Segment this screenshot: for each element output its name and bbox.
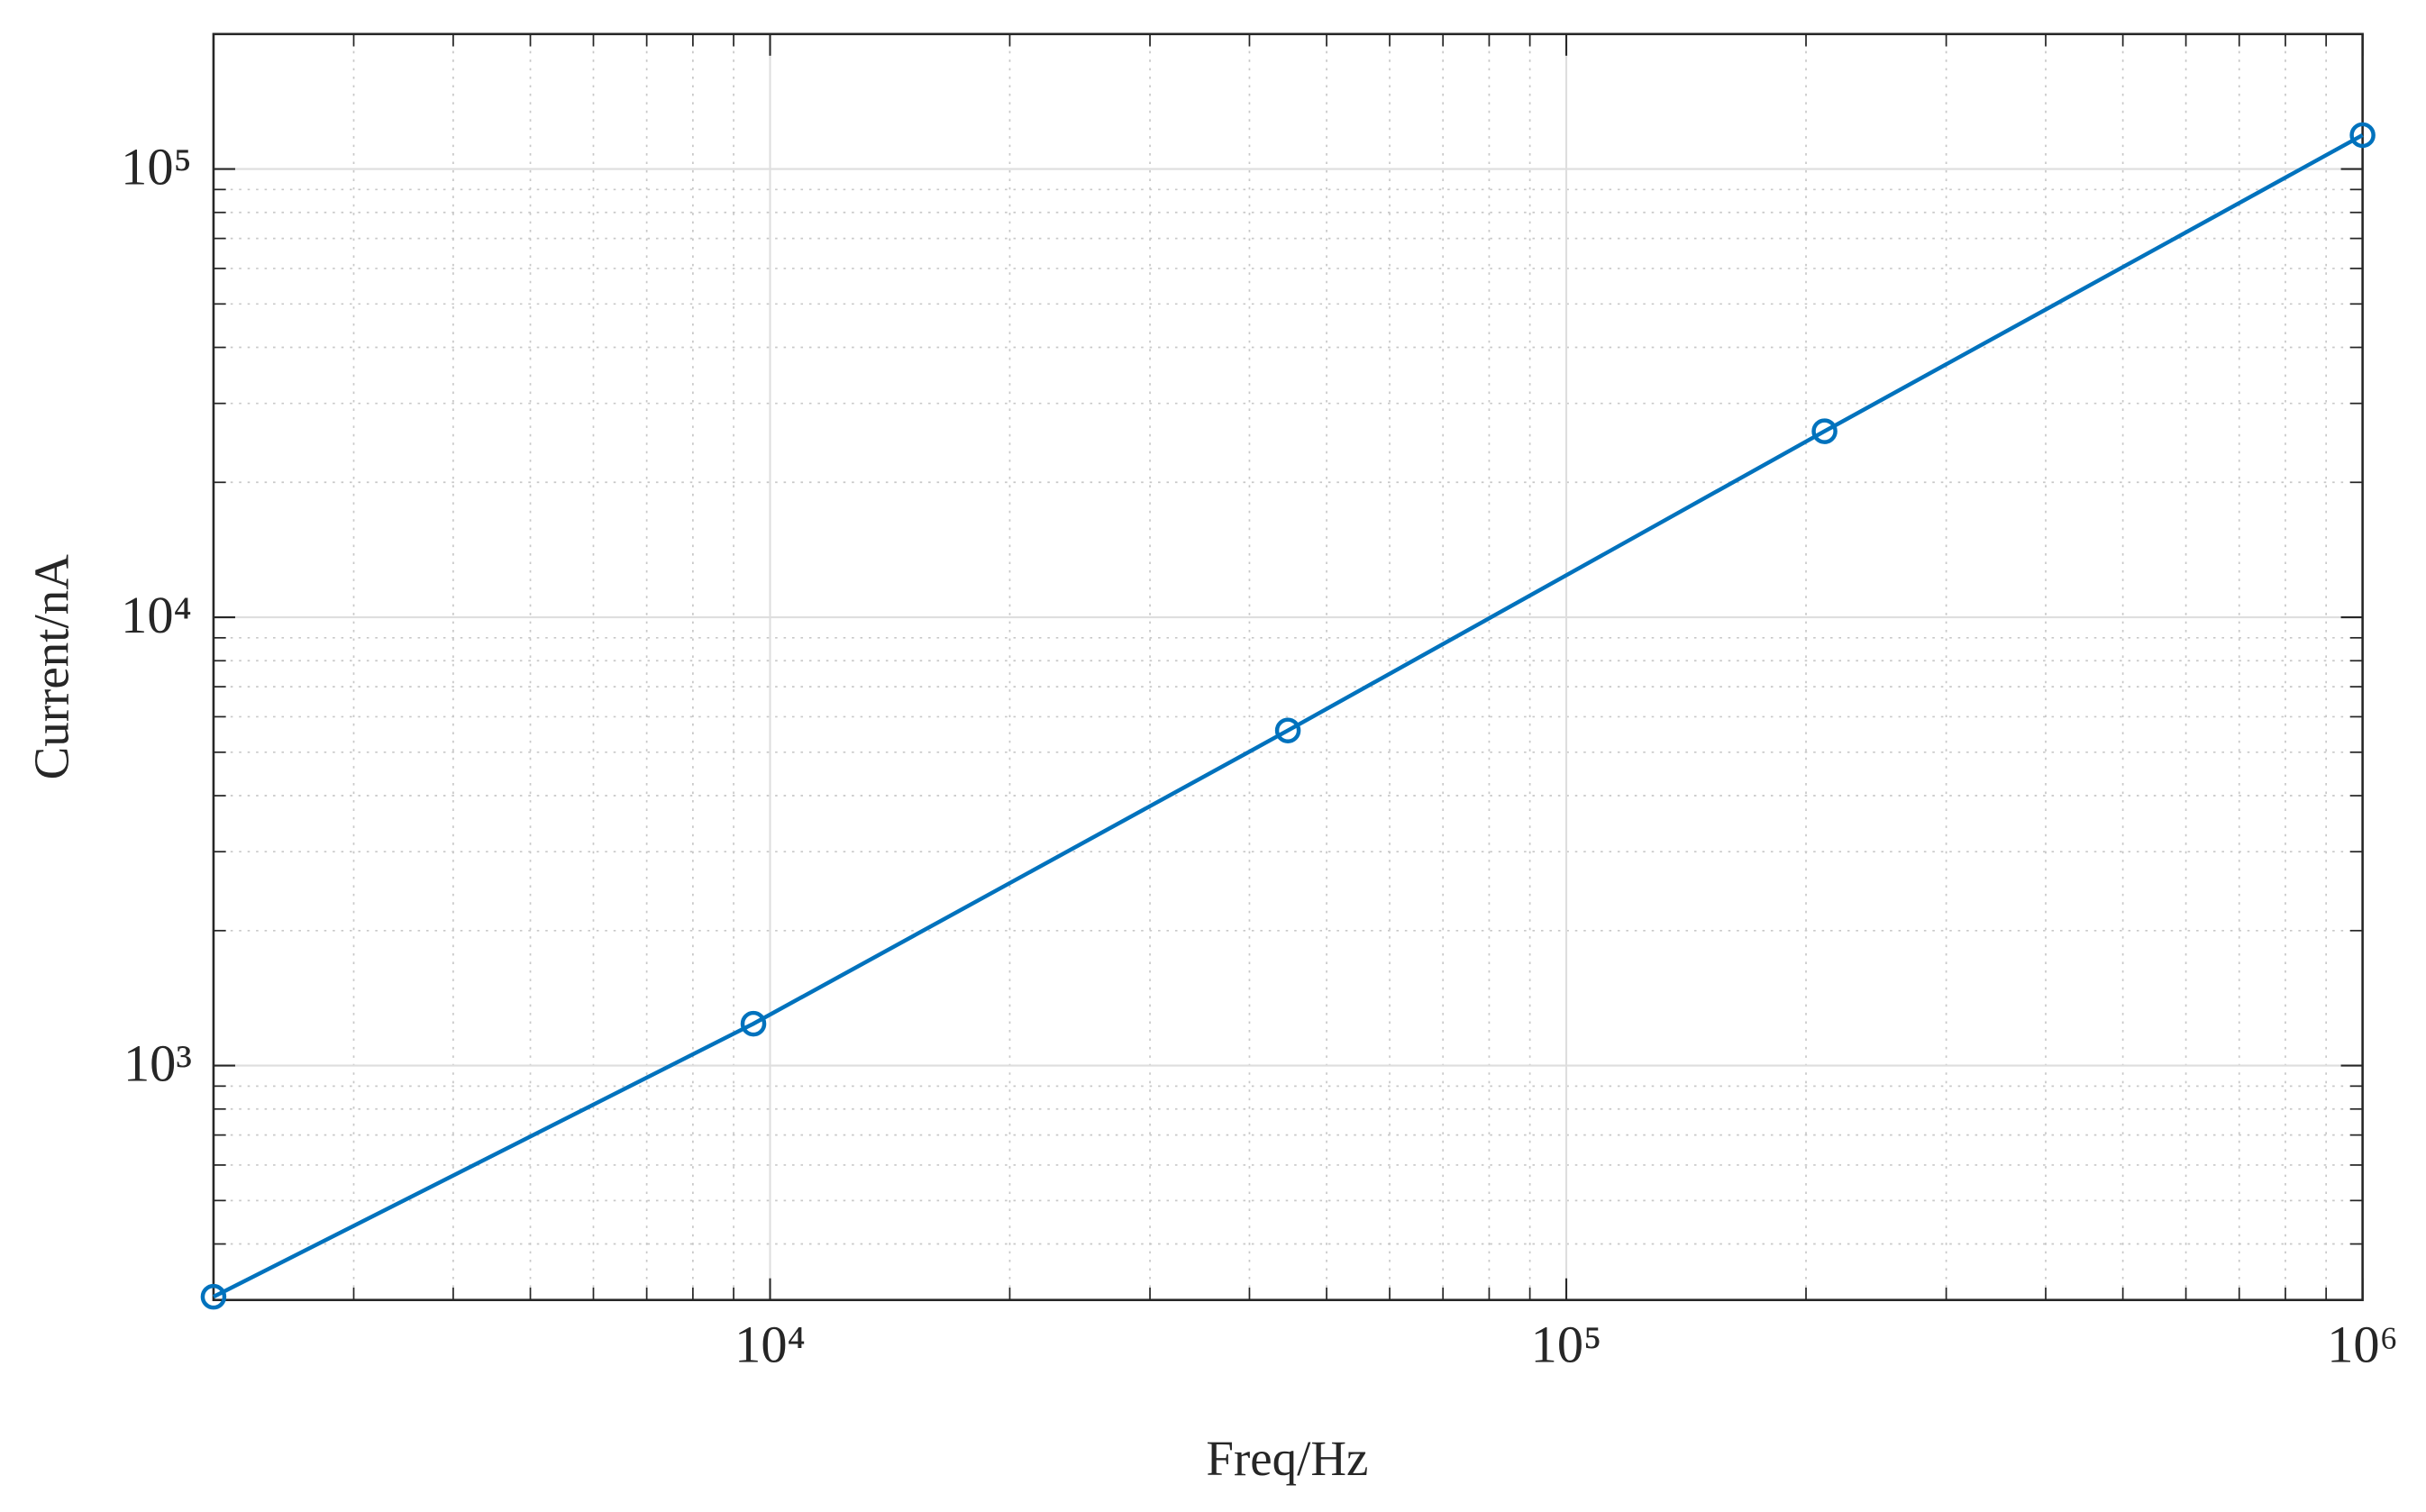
data-point [740, 1010, 767, 1037]
y-tick-label: 10³ [123, 1034, 192, 1093]
data-point [1274, 717, 1301, 743]
x-tick-label: 10⁴ [734, 1315, 806, 1373]
data-point [2349, 122, 2376, 149]
x-axis-label: Freq/Hz [1206, 1431, 1368, 1486]
x-tick-label: 10⁵ [1531, 1315, 1602, 1373]
y-tick-label: 10⁴ [121, 586, 192, 644]
plot-frame [212, 32, 2364, 1301]
data-point [1811, 418, 1838, 444]
data-point [200, 1283, 227, 1310]
y-tick-label: 10⁵ [121, 138, 192, 196]
y-axis-label: Current/nA [24, 554, 79, 780]
x-tick-label: 10⁶ [2327, 1315, 2398, 1373]
data-line [212, 133, 2364, 1299]
